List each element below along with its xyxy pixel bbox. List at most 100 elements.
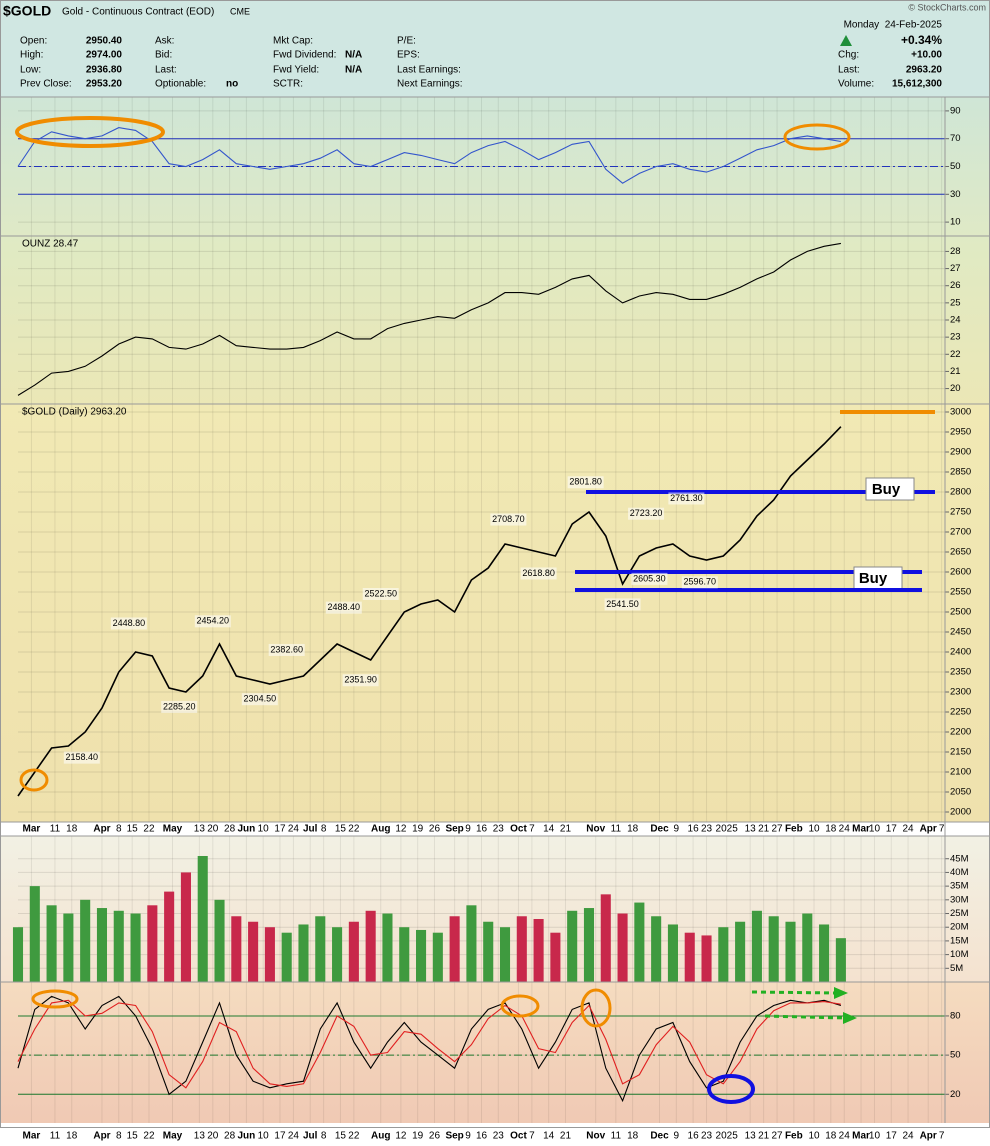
header: $GOLD Gold - Continuous Contract (EOD) C… xyxy=(3,2,986,89)
x-tick-label: Apr xyxy=(93,824,110,835)
x-tick-label: 9 xyxy=(465,1131,471,1142)
y-tick-label: 22 xyxy=(950,349,961,360)
x-tick-label: 7 xyxy=(939,824,945,835)
y-tick-label: 2250 xyxy=(950,707,971,718)
price-label-bg xyxy=(520,567,557,580)
x-tick-label: Nov xyxy=(586,1131,605,1142)
x-tick-label: 9 xyxy=(674,1131,680,1142)
x-tick-label: 16 xyxy=(688,1131,700,1142)
series-line xyxy=(17,426,842,797)
x-tick-label: 17 xyxy=(274,824,286,835)
x-tick-label: 22 xyxy=(348,1131,360,1142)
x-tick-label: 11 xyxy=(50,1131,61,1142)
x-tick-label: 11 xyxy=(611,1131,622,1142)
quote-label: Last: xyxy=(155,65,177,76)
x-tick-label: 23 xyxy=(701,824,713,835)
header-bg xyxy=(0,0,990,97)
y-tick-label: 24 xyxy=(950,315,961,326)
x-tick-label: May xyxy=(163,1131,183,1142)
volume-bar xyxy=(819,924,830,982)
volume-bar xyxy=(399,927,410,982)
price-label-bg xyxy=(631,572,668,585)
quote-value: 2950.40 xyxy=(86,36,123,47)
x-tick-label: 18 xyxy=(66,824,78,835)
buy-label: Buy xyxy=(872,481,901,498)
x-tick-label: 15 xyxy=(335,1131,347,1142)
x-tick-label: Dec xyxy=(650,1131,669,1142)
x-tick-label: Aug xyxy=(371,824,390,835)
x-tick-label: 17 xyxy=(274,1131,286,1142)
volume-bar xyxy=(466,905,477,982)
y-tick-label: 80 xyxy=(950,1010,961,1021)
x-tick-label: 18 xyxy=(627,824,639,835)
x-tick-label: 7 xyxy=(529,824,535,835)
volume-bar xyxy=(499,927,511,982)
symbol: $GOLD xyxy=(3,3,51,19)
x-tick-label: Nov xyxy=(586,824,605,835)
y-tick-label: 5M xyxy=(950,963,963,974)
price-label: 2723.20 xyxy=(630,508,663,518)
x-tick-label: Sep xyxy=(445,1131,463,1142)
quote-label: Bid: xyxy=(155,50,172,61)
x-tick-label: Jul xyxy=(303,824,318,835)
series-line xyxy=(17,127,841,184)
quote-label: P/E: xyxy=(397,36,416,47)
volume-bar xyxy=(802,913,813,982)
x-tick-label: 18 xyxy=(825,824,837,835)
price-label-bg xyxy=(668,492,705,505)
series-line xyxy=(17,995,842,1103)
x-tick-label: 10 xyxy=(258,1131,270,1142)
x-tick-label: 17 xyxy=(886,824,898,835)
price-label: 2801.80 xyxy=(569,477,602,487)
y-tick-label: 26 xyxy=(950,280,961,291)
x-tick-label: 10 xyxy=(258,824,270,835)
volume-bar xyxy=(96,908,108,982)
quote-value: +10.00 xyxy=(911,50,942,61)
price-label-bg xyxy=(567,476,604,489)
quote-value: N/A xyxy=(345,50,362,61)
y-tick-label: 2450 xyxy=(950,627,971,638)
volume-bar xyxy=(449,916,460,982)
price-label-bg xyxy=(628,507,665,520)
quote-label: Last Earnings: xyxy=(397,65,461,76)
x-tick-label: Oct xyxy=(510,1131,527,1142)
x-tick-label: Mar xyxy=(23,1131,41,1142)
price-label: 2454.20 xyxy=(197,616,230,626)
volume-bar xyxy=(617,913,628,982)
x-tick-label: 12 xyxy=(395,1131,407,1142)
highlight-oval xyxy=(19,768,49,792)
x-tick-label: 9 xyxy=(465,824,471,835)
volume-bar xyxy=(751,910,762,982)
x-tick-label: Aug xyxy=(371,1131,390,1142)
volume-bar xyxy=(29,886,40,982)
y-tick-label: 2900 xyxy=(950,447,971,458)
x-tick-label: 27 xyxy=(772,824,784,835)
up-triangle xyxy=(840,35,852,46)
x-tick-label: Feb xyxy=(785,1131,803,1142)
quote-value: 2936.80 xyxy=(86,65,123,76)
y-tick-label: 2050 xyxy=(950,787,971,798)
price-label: 2708.70 xyxy=(492,514,525,524)
price-label: 2605.30 xyxy=(633,573,666,583)
x-tick-label: 9 xyxy=(674,824,680,835)
y-tick-label: 28 xyxy=(950,246,961,257)
quote-label: Mkt Cap: xyxy=(273,36,313,47)
y-tick-label: 23 xyxy=(950,332,961,343)
y-tick-label: 50 xyxy=(950,1050,961,1061)
x-tick-label: 23 xyxy=(493,824,505,835)
x-tick-label: 15 xyxy=(127,824,139,835)
highlight-oval xyxy=(580,988,612,1028)
volume-bar xyxy=(835,938,846,982)
volume-bar xyxy=(147,905,158,982)
x-tick-label: 24 xyxy=(839,1131,851,1142)
price-label-bg xyxy=(362,588,399,600)
x-tick-label: 19 xyxy=(412,1131,424,1142)
price-label: 2761.30 xyxy=(670,493,703,503)
quote-label: High: xyxy=(20,50,43,61)
x-tick-label: 10 xyxy=(808,1131,820,1142)
y-tick-label: 2650 xyxy=(950,547,971,558)
price-label: 2541.50 xyxy=(606,599,639,609)
quote-label: Next Earnings: xyxy=(397,79,463,90)
y-tick-label: 20 xyxy=(950,1089,961,1100)
